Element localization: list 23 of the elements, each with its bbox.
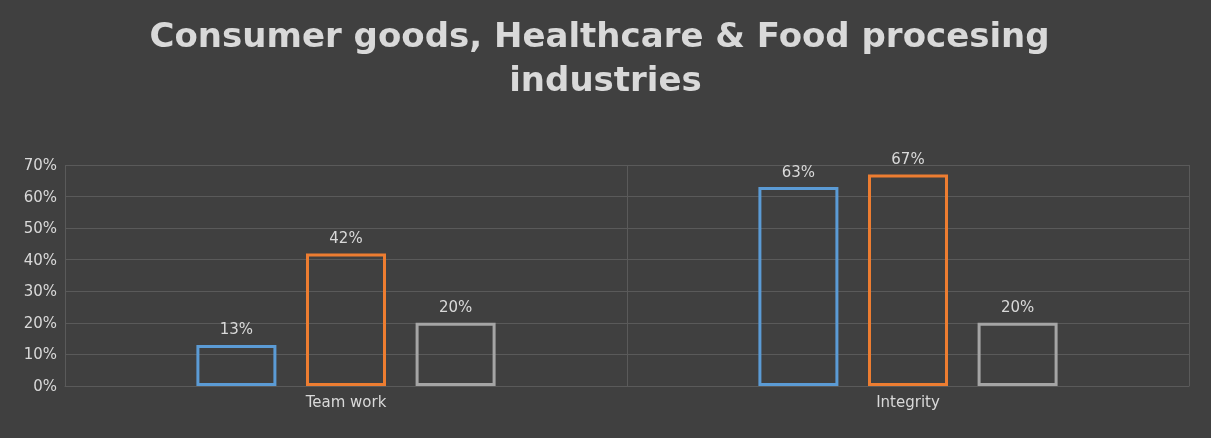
data-label: 67% (891, 149, 925, 168)
bar (415, 322, 496, 386)
data-label: 20% (1000, 298, 1035, 317)
bar (196, 344, 277, 386)
x-tick-label: Integrity (876, 392, 940, 411)
y-tick-label: 50% (23, 219, 57, 238)
bar (977, 322, 1058, 386)
bar (868, 174, 948, 386)
y-tick-label: 20% (23, 313, 57, 332)
y-tick-label: 30% (23, 282, 57, 301)
y-tick-label: 60% (23, 187, 57, 206)
bar (306, 253, 386, 386)
y-tick-label: 70% (23, 156, 57, 174)
y-tick-label: 40% (23, 250, 57, 269)
data-label: 13% (219, 320, 254, 339)
x-tick-label: Team work (304, 392, 387, 411)
data-label: 63% (781, 162, 816, 181)
data-label: 20% (438, 298, 473, 317)
chart-title: Consumer goods, Healthcare & Food procesing industries (149, 15, 1062, 99)
y-tick-label: 10% (23, 345, 57, 364)
data-label: 42% (329, 228, 363, 247)
y-tick-label: 0% (33, 377, 57, 395)
bar (758, 187, 839, 386)
